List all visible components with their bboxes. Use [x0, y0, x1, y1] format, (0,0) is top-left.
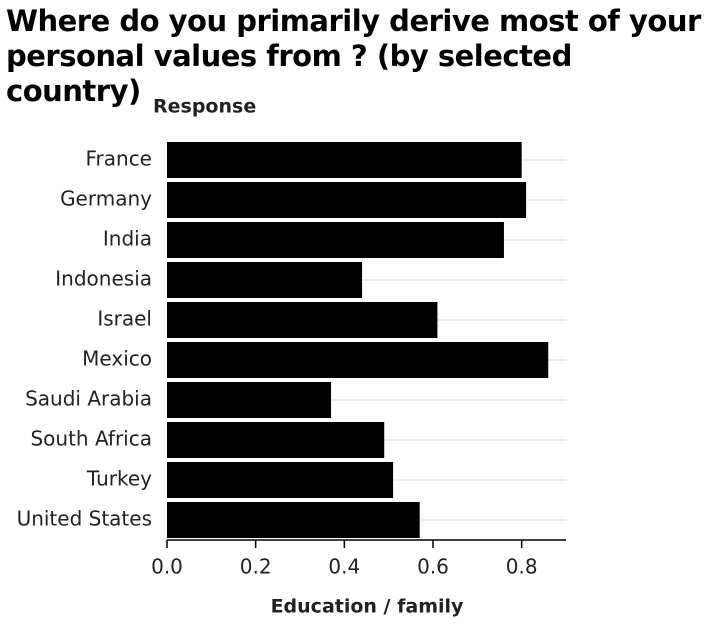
bar [167, 222, 504, 258]
bar [167, 182, 527, 218]
y-tick-label: France [85, 147, 152, 171]
y-axis-label: Response [153, 96, 256, 118]
y-tick-label: Indonesia [55, 267, 152, 291]
y-tick-label: Germany [60, 187, 152, 211]
y-tick-label: India [103, 227, 152, 251]
bar [167, 502, 420, 538]
y-tick-label: United States [17, 507, 152, 531]
bar [167, 142, 522, 178]
y-tick-label: Turkey [86, 467, 152, 491]
bar [167, 262, 363, 298]
bar [167, 462, 394, 498]
bar [167, 422, 385, 458]
x-tick-label: 0.2 [240, 555, 272, 579]
bar [167, 342, 549, 378]
y-tick-label: Saudi Arabia [25, 387, 152, 411]
bar [167, 302, 438, 338]
chart-title: Where do you primarily derive most of yo… [6, 4, 701, 108]
y-tick-label: Israel [97, 307, 152, 331]
x-tick-label: 0.8 [506, 555, 538, 579]
x-tick-label: 0.4 [328, 555, 360, 579]
y-tick-label: Mexico [82, 347, 152, 371]
x-tick-label: 0.0 [151, 555, 183, 579]
x-tick-label: 0.6 [417, 555, 449, 579]
bar [167, 382, 332, 418]
y-tick-label: South Africa [30, 427, 152, 451]
x-axis-label: Education / family [271, 596, 464, 618]
